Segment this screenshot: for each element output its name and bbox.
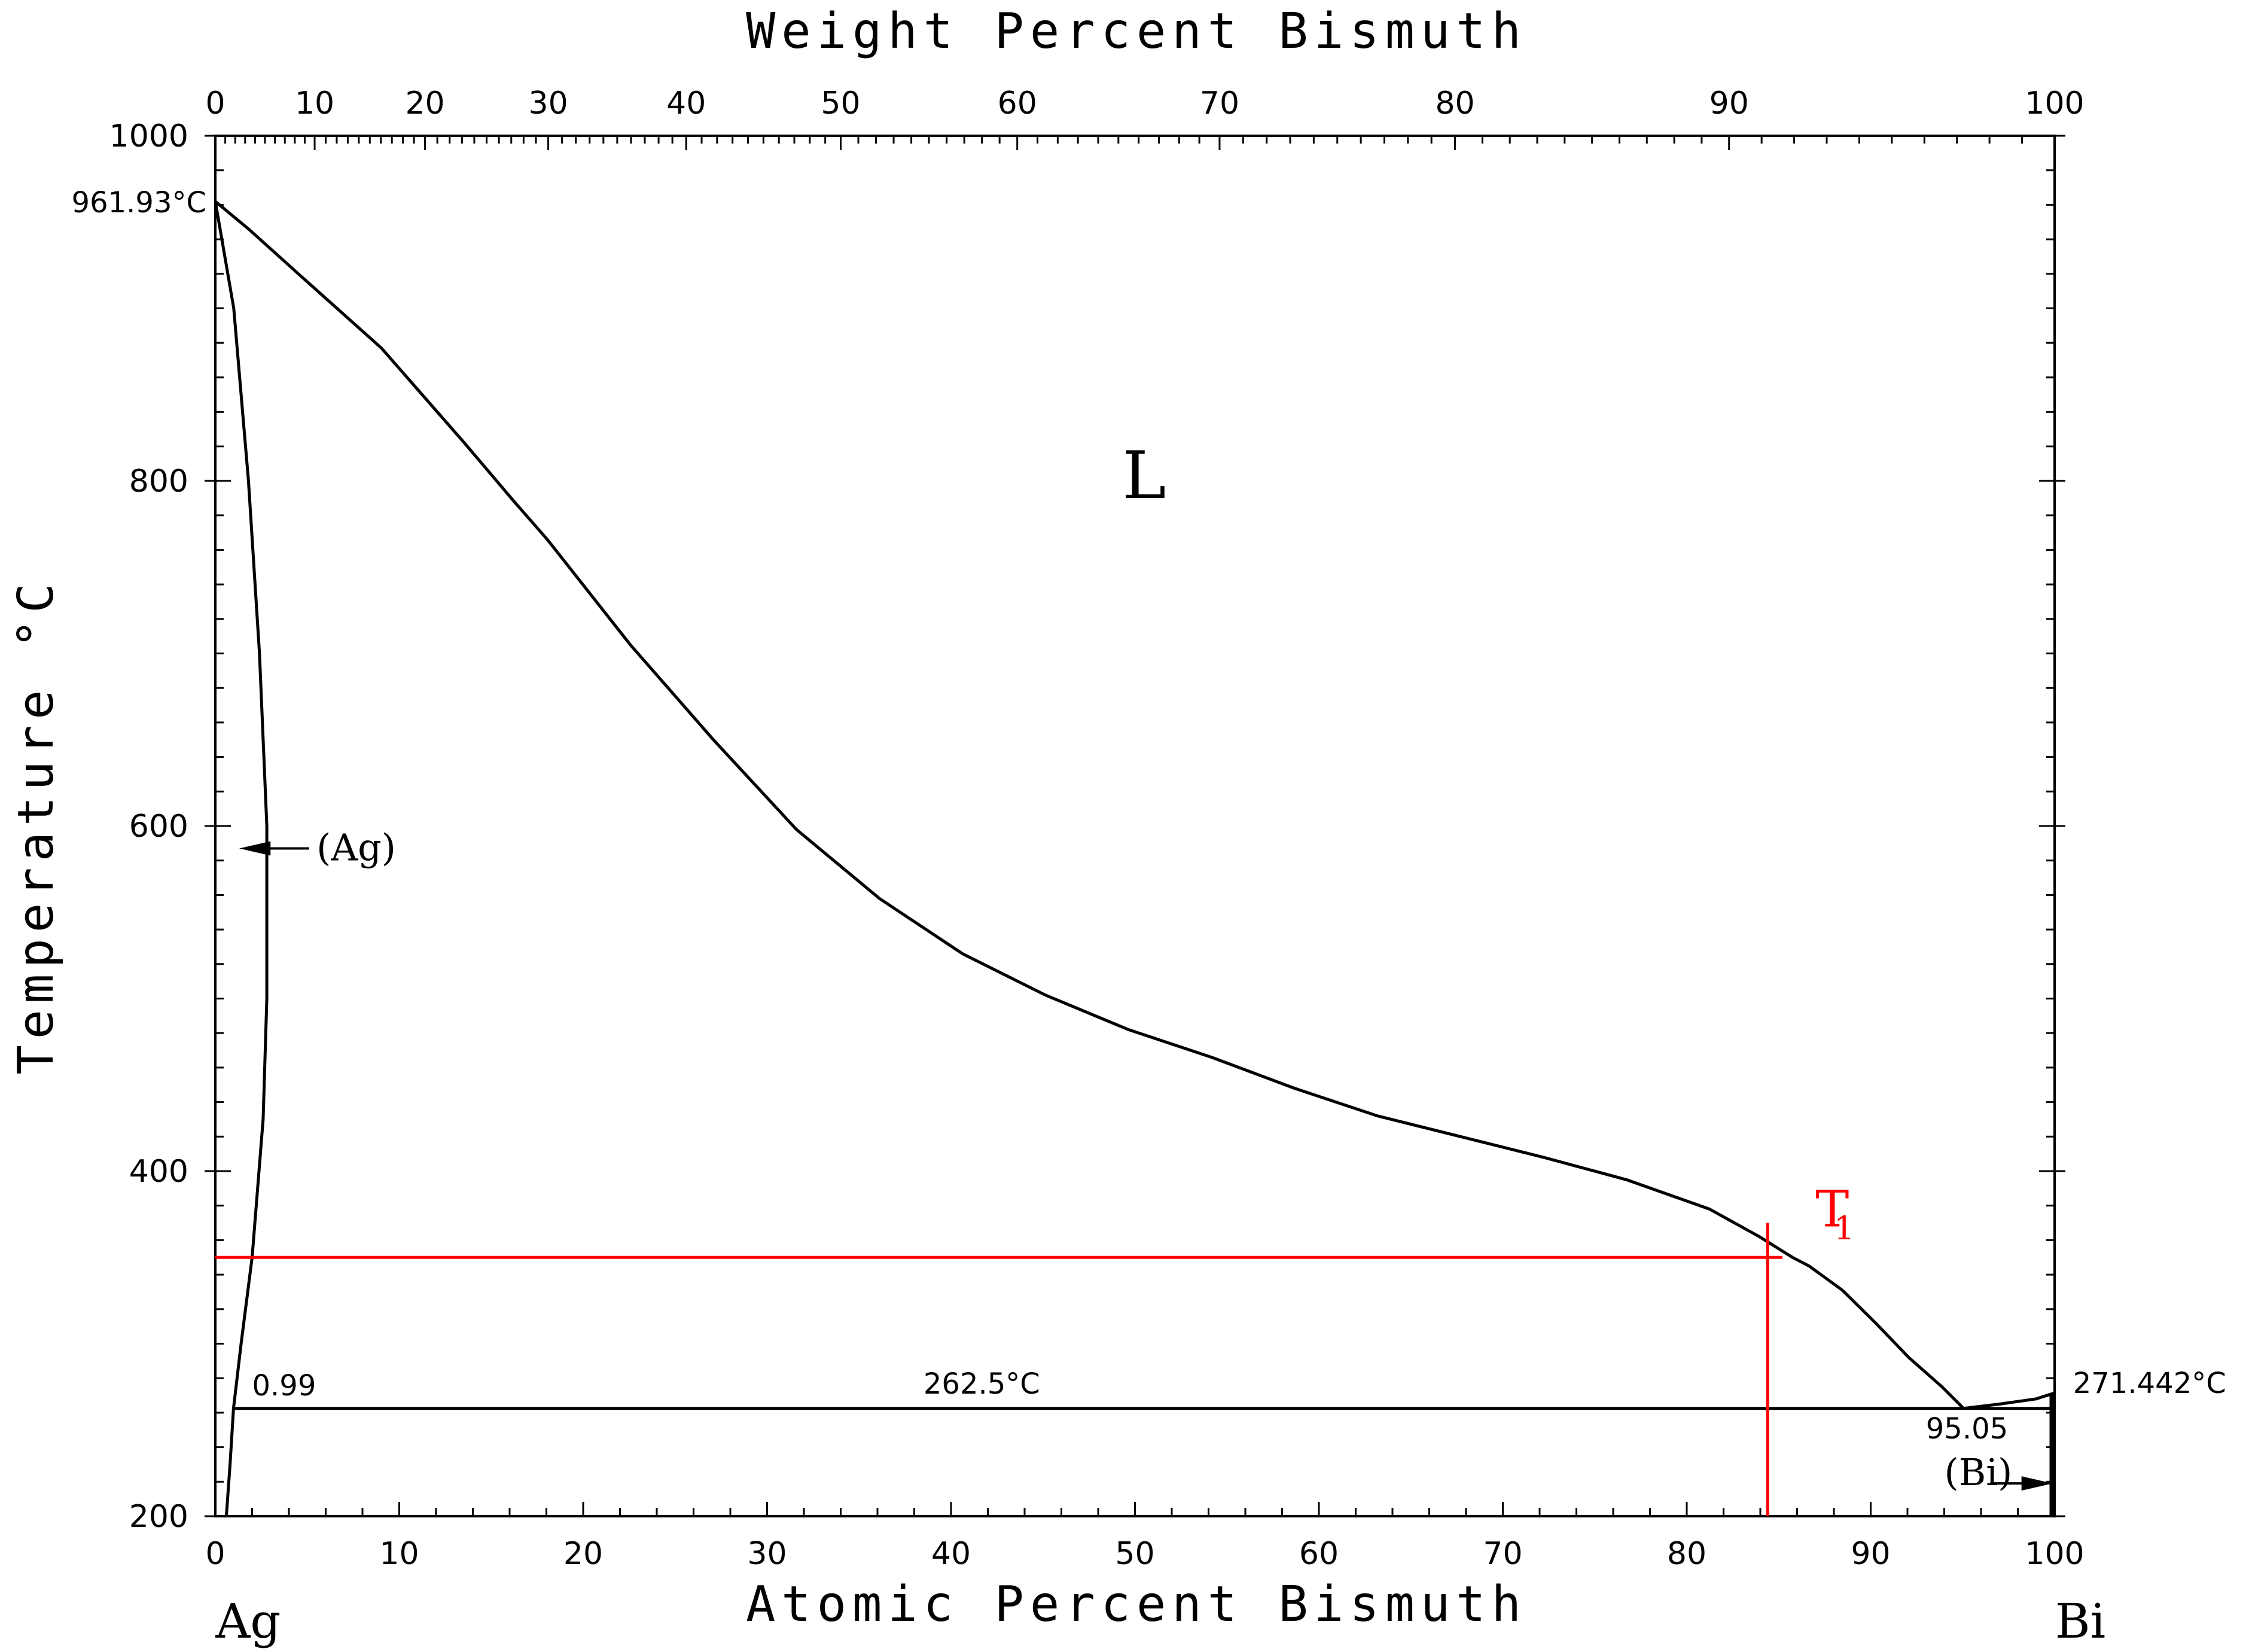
- top-tick-label: 100: [2025, 86, 2084, 121]
- top-tick-label: 50: [821, 86, 860, 121]
- top-tick-label: 0: [205, 86, 225, 121]
- x-tick-label: 30: [747, 1536, 787, 1572]
- annotation-label: (Bi): [1945, 1450, 2013, 1494]
- top-tick-label: 30: [528, 86, 568, 121]
- minor-ticks: [215, 136, 2055, 1516]
- x-tick-label: 40: [931, 1536, 971, 1572]
- top-tick-label: 80: [1435, 86, 1474, 121]
- x-tick-label: 80: [1667, 1536, 1706, 1572]
- top-tick-label: 20: [405, 86, 444, 121]
- x-tick-label: 100: [2025, 1536, 2084, 1572]
- element-right-label: Bi: [2055, 1593, 2105, 1649]
- annotation-label: L: [1122, 437, 1166, 514]
- annotation-label: T: [1815, 1179, 1849, 1238]
- top-tick-label: 40: [666, 86, 706, 121]
- annotation-label: 95.05: [1926, 1412, 2008, 1446]
- series-ag-solidus-solvus: [214, 201, 269, 1517]
- series-bi-side-liquidus: [1963, 1391, 2055, 1410]
- major-ticks: [205, 135, 2065, 1517]
- y-tick-label: 600: [129, 809, 188, 845]
- ag-arrow-head: [239, 841, 271, 856]
- x-tick-label: 60: [1299, 1536, 1339, 1572]
- annotation-label: 262.5°C: [924, 1367, 1040, 1401]
- series-liquidus: [214, 200, 1965, 1410]
- element-left-label: Ag: [215, 1593, 281, 1649]
- top-tick-labels: 0 10 20 30 40 50 60 70 80 90 100: [205, 86, 2084, 121]
- annotation-label: 961.93°C: [72, 186, 206, 220]
- annotation-label: (Ag): [316, 826, 396, 870]
- annotation-label: 1: [1834, 1209, 1854, 1247]
- left-tick-labels: 200 400 600 800 1000: [109, 118, 188, 1535]
- top-tick-label: 90: [1709, 86, 1749, 121]
- y-tick-label: 1000: [109, 118, 188, 154]
- bottom-tick-labels: 0 10 20 30 40 50 60 70 80 90 100: [205, 1536, 2084, 1572]
- bi-arrow-head: [2021, 1476, 2053, 1491]
- y-tick-label: 200: [129, 1499, 188, 1535]
- x-tick-label: 10: [379, 1536, 419, 1572]
- phase-arrows: [239, 841, 2053, 1491]
- annotation-label: 271.442°C: [2073, 1367, 2226, 1400]
- x-axis-title: Atomic Percent Bismuth: [746, 1576, 1527, 1633]
- x-tick-label: 0: [205, 1536, 225, 1572]
- top-tick-label: 10: [295, 86, 334, 121]
- x-tick-label: 50: [1115, 1536, 1154, 1572]
- x-tick-label: 70: [1483, 1536, 1522, 1572]
- x-tick-label: 20: [563, 1536, 603, 1572]
- y-tick-label: 400: [129, 1154, 188, 1190]
- top-tick-label: 70: [1200, 86, 1239, 121]
- annotation-label: 0.99: [252, 1369, 316, 1403]
- x-tick-label: 90: [1851, 1536, 1890, 1572]
- plot-border: [214, 135, 2056, 1517]
- y-tick-label: 800: [129, 464, 188, 499]
- top-axis-title: Weight Percent Bismuth: [746, 3, 1527, 60]
- top-tick-label: 60: [998, 86, 1037, 121]
- y-axis-title: Temperature °C: [8, 577, 65, 1074]
- series-layer: [214, 200, 2055, 1517]
- annotation-layer: 961.93°C L (Ag) T1 0.99 262.5°C 271.442°C 95.05…: [72, 186, 2226, 1494]
- plot-frame: [214, 135, 2056, 1517]
